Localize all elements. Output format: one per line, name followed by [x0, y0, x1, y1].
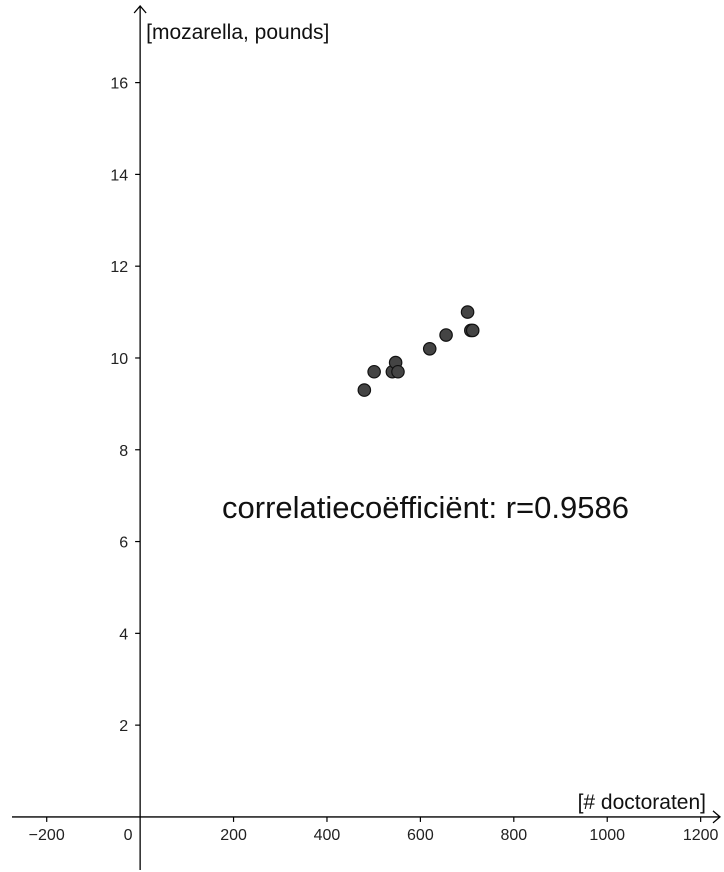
data-point — [367, 364, 381, 379]
correlation-annotation: correlatiecoëfficiënt: r=0.9586 — [222, 490, 629, 525]
x-tick-label: 800 — [500, 827, 527, 844]
y-tick-label: 16 — [110, 76, 128, 93]
x-tick-label: 200 — [220, 827, 247, 844]
data-point — [439, 328, 453, 342]
data-point — [465, 323, 480, 338]
x-tick-label: 0 — [124, 827, 133, 844]
y-tick-label: 4 — [119, 626, 128, 643]
y-tick-label: 2 — [119, 718, 128, 735]
y-ticks: 2 4 6 8 10 12 14 16 — [110, 76, 141, 735]
data-points — [357, 305, 480, 397]
x-tick-label: 400 — [314, 827, 341, 844]
x-tick-label: 1000 — [589, 827, 625, 844]
y-tick-label: 12 — [110, 259, 128, 276]
x-axis-arrow-icon — [712, 810, 721, 824]
x-ticks: −200 0 200 400 600 800 1000 1200 — [29, 816, 719, 844]
y-tick-label: 8 — [119, 443, 128, 460]
axes — [12, 5, 721, 870]
data-point — [460, 305, 475, 319]
x-tick-label: −200 — [29, 827, 65, 844]
y-tick-label: 6 — [119, 535, 128, 552]
x-tick-label: 1200 — [683, 827, 719, 844]
x-tick-label: 600 — [407, 827, 434, 844]
data-point — [422, 341, 437, 356]
y-tick-label: 14 — [110, 167, 128, 184]
data-point — [391, 364, 405, 379]
y-axis-arrow-icon — [133, 5, 147, 14]
data-point — [357, 383, 372, 397]
y-axis-label: [mozarella, pounds] — [146, 21, 329, 44]
y-tick-label: 10 — [110, 351, 128, 368]
x-axis-label: [# doctoraten] — [578, 791, 706, 814]
